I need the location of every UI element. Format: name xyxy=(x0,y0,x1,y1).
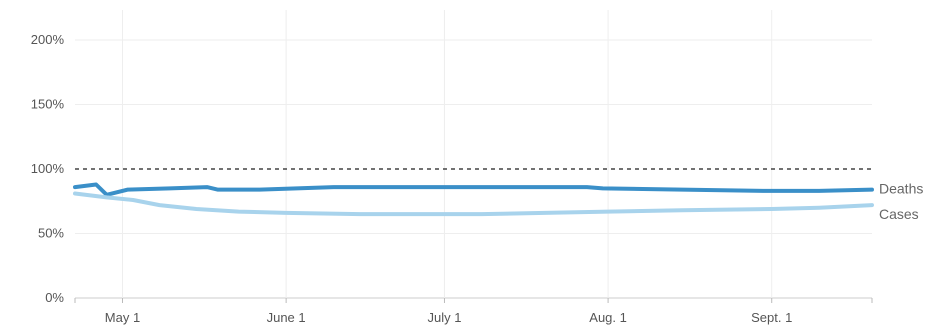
series-label-deaths: Deaths xyxy=(879,181,923,197)
y-tick-label: 50% xyxy=(38,226,64,241)
x-tick-label: July 1 xyxy=(427,310,461,325)
x-tick-label: Aug. 1 xyxy=(589,310,627,325)
y-tick-label: 0% xyxy=(45,290,64,305)
series-label-cases: Cases xyxy=(879,206,919,222)
y-tick-label: 200% xyxy=(31,32,65,47)
x-tick-label: May 1 xyxy=(105,310,140,325)
series-layer xyxy=(73,182,874,217)
x-tick-label: June 1 xyxy=(267,310,306,325)
labels: Deaths Cases xyxy=(879,181,923,222)
grid xyxy=(75,10,872,299)
axes: 0% 50% 100% 150% 200% May 1 June 1 July 1 Aug. 1… xyxy=(31,32,873,325)
y-tick-label: 150% xyxy=(31,97,65,112)
series-line-cases xyxy=(73,191,874,217)
y-tick-label: 100% xyxy=(31,161,65,176)
series-line-deaths xyxy=(73,182,874,197)
x-tick-label: Sept. 1 xyxy=(751,310,792,325)
